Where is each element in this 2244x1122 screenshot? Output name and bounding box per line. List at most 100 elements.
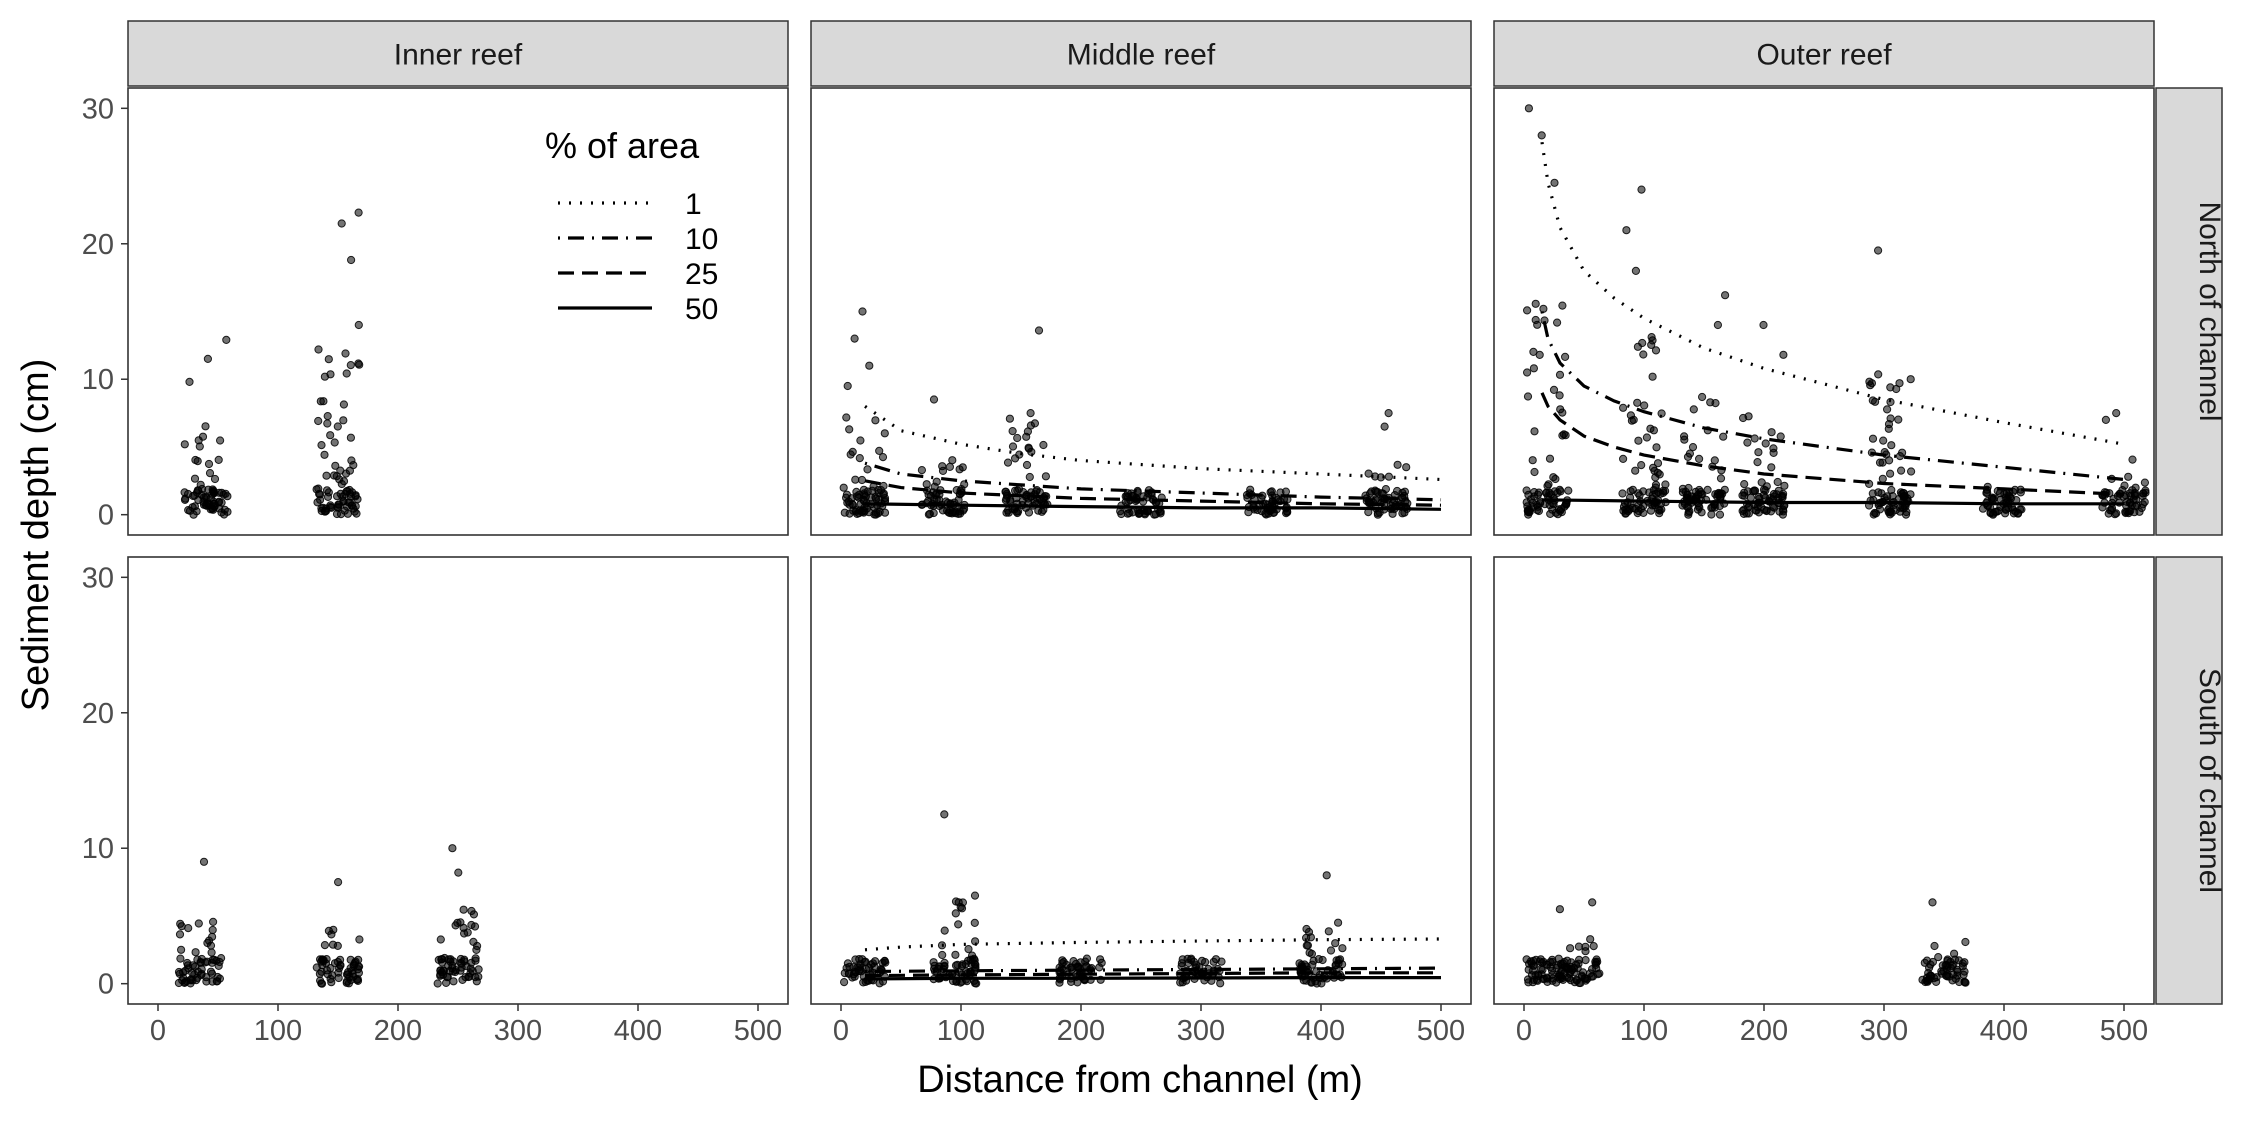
data-point (856, 436, 865, 445)
data-point (1934, 953, 1943, 962)
data-point (1550, 178, 1559, 187)
data-point (448, 961, 457, 970)
data-point (1558, 959, 1568, 968)
data-point (848, 973, 857, 982)
x-tick-label: 300 (494, 1015, 542, 1047)
data-point (931, 490, 940, 500)
data-point (336, 955, 345, 964)
data-point (1302, 924, 1311, 934)
data-point (1209, 957, 1218, 966)
fit-curve-25 (1540, 392, 2125, 496)
data-point (1003, 506, 1013, 515)
data-point (1651, 346, 1661, 355)
data-point (879, 481, 888, 491)
data-point (1989, 509, 1998, 518)
data-point (1523, 392, 1533, 401)
data-point (871, 493, 880, 502)
data-point (1564, 486, 1573, 495)
data-point (850, 334, 859, 343)
data-point (1013, 508, 1022, 518)
data-point (1529, 347, 1538, 356)
data-point (467, 920, 476, 930)
y-tick-label: 10 (82, 364, 114, 396)
data-point (439, 966, 448, 975)
data-point (189, 510, 198, 519)
data-point (327, 978, 336, 987)
data-point (320, 941, 329, 950)
data-point (454, 868, 463, 877)
data-point (940, 810, 949, 819)
data-point (346, 964, 355, 973)
data-point (1886, 510, 1895, 519)
data-point (951, 950, 960, 959)
data-point (1522, 486, 1531, 495)
data-point (433, 979, 442, 988)
data-point (1930, 941, 1939, 951)
data-point (855, 955, 864, 964)
data-point (312, 485, 321, 494)
data-point (319, 955, 328, 965)
data-point (330, 438, 339, 447)
data-point (217, 488, 226, 497)
x-tick-label: 500 (2100, 1015, 2148, 1047)
data-point (2000, 490, 2009, 499)
data-point (208, 969, 217, 978)
facet-strip-inner-reef (127, 20, 789, 87)
data-point (1637, 461, 1646, 470)
data-point (181, 966, 190, 976)
data-point (334, 878, 343, 887)
data-point (1645, 488, 1654, 497)
data-point (1894, 415, 1903, 424)
data-point (469, 937, 478, 947)
data-point (203, 354, 212, 363)
data-point (1530, 488, 1539, 497)
data-point (1566, 944, 1575, 953)
x-tick-label: 200 (1057, 1015, 1105, 1047)
data-point (1537, 131, 1546, 140)
data-point (176, 954, 185, 963)
panel-border (127, 556, 789, 1005)
data-point (201, 422, 210, 431)
data-point (1930, 974, 1939, 983)
data-point (1531, 299, 1540, 308)
data-point (1338, 944, 1347, 953)
data-point (1778, 510, 1788, 519)
data-point (1150, 510, 1159, 519)
y-tick-label: 10 (82, 833, 114, 865)
data-point (880, 429, 889, 438)
data-point (2122, 497, 2131, 506)
data-point (347, 501, 357, 510)
data-point (1556, 487, 1565, 496)
data-point (1588, 898, 1597, 907)
data-point (1759, 320, 1768, 330)
data-point (1703, 485, 1712, 494)
data-point (1776, 432, 1785, 441)
data-point (1942, 961, 1951, 970)
data-point (2126, 507, 2135, 516)
fit-curve-10 (864, 966, 1442, 974)
data-point (1892, 384, 1901, 394)
data-point (351, 957, 360, 966)
data-point (848, 499, 857, 509)
data-point (349, 972, 358, 981)
data-point (1868, 489, 1877, 498)
data-point (1322, 871, 1331, 880)
data-point (1762, 506, 1771, 515)
x-tick-label: 100 (937, 1015, 985, 1047)
panel-border (127, 87, 789, 536)
data-point (346, 361, 355, 370)
data-point (1529, 364, 1539, 373)
data-point (1318, 955, 1327, 965)
data-point (1639, 350, 1648, 359)
data-point (878, 453, 888, 462)
data-point (1684, 483, 1693, 493)
data-point (1652, 443, 1661, 452)
data-point (968, 951, 977, 960)
data-point (448, 844, 457, 853)
data-point (1216, 979, 1225, 988)
data-point (1711, 399, 1720, 408)
data-point (460, 957, 469, 966)
data-point (184, 924, 193, 933)
data-point (1384, 409, 1393, 418)
data-point (1530, 467, 1539, 477)
